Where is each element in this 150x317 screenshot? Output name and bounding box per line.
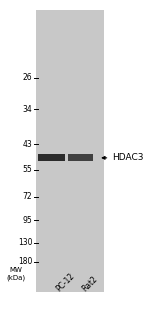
Text: HDAC3: HDAC3	[112, 153, 144, 162]
Bar	[38, 154, 64, 161]
Text: 180: 180	[18, 257, 32, 266]
Text: (kDa): (kDa)	[6, 274, 25, 281]
Text: PC-12: PC-12	[55, 271, 77, 293]
Text: 43: 43	[22, 140, 32, 149]
Bar	[68, 154, 93, 161]
Text: 72: 72	[23, 192, 32, 201]
Text: 26: 26	[23, 73, 32, 82]
Text: 34: 34	[22, 105, 32, 114]
Text: 95: 95	[22, 216, 32, 225]
Bar	[36, 10, 104, 292]
Text: Rat2: Rat2	[80, 274, 99, 293]
Text: 130: 130	[18, 238, 32, 247]
Text: MW: MW	[9, 267, 22, 273]
Text: 55: 55	[22, 165, 32, 174]
